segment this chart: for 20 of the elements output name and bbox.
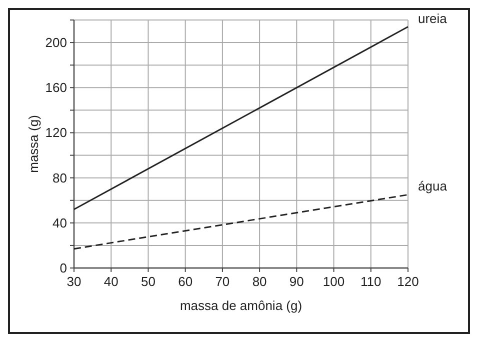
x-tick-label: 50 [140,274,156,289]
y-tick-label: 0 [60,260,67,276]
x-tick-label: 110 [360,274,382,289]
y-axis-title: massa (g) [26,115,41,173]
x-tick-label: 120 [397,274,419,289]
x-tick-label: 80 [252,274,267,289]
x-axis-title: massa de amônia (g) [180,298,302,313]
y-tick-label: 120 [45,125,67,140]
y-tick-label: 160 [45,80,67,96]
x-tick-label: 70 [215,274,230,289]
x-tick-label: 30 [66,274,82,289]
x-tick-label: 90 [289,274,304,289]
x-tick-label: 60 [178,274,193,289]
y-tick-label: 40 [52,215,67,230]
x-tick-label: 40 [104,274,118,289]
x-tick-label: 100 [322,274,345,289]
y-tick-label: 200 [45,35,67,50]
series-label: ureia [418,10,448,26]
y-tick-label: 80 [52,170,67,186]
series-label: água [418,178,448,194]
